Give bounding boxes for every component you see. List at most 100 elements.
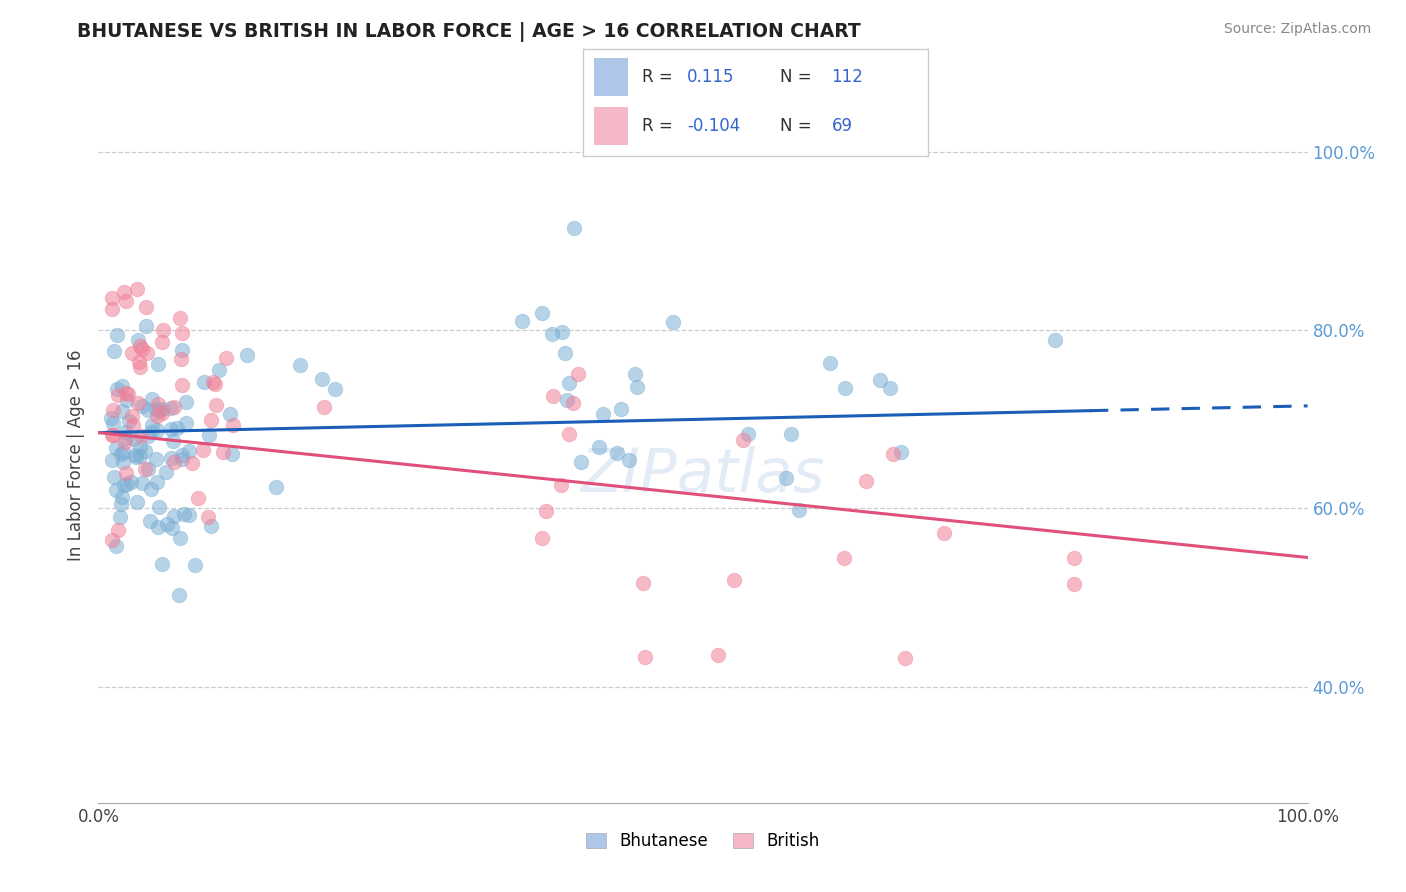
Point: [215, 351, 238, 366]
Point: [124, 432, 146, 446]
Point: [122, 418, 145, 433]
Point: [131, 476, 153, 491]
Y-axis label: In Labor Force | Age > 16: In Labor Force | Age > 16: [66, 349, 84, 561]
Point: [510, 314, 533, 328]
Point: [105, 327, 128, 342]
Text: 0.115: 0.115: [688, 68, 734, 86]
Point: [540, 326, 562, 341]
Point: [160, 451, 183, 466]
Point: [124, 448, 146, 462]
Point: [562, 396, 585, 410]
Point: [152, 334, 174, 349]
Point: [114, 425, 136, 439]
Point: [111, 379, 134, 393]
Point: [139, 483, 162, 497]
Point: [156, 517, 179, 532]
Point: [114, 386, 136, 401]
Text: Source: ZipAtlas.com: Source: ZipAtlas.com: [1223, 22, 1371, 37]
Point: [100, 533, 122, 547]
Point: [775, 471, 797, 485]
Point: [543, 389, 565, 403]
Point: [146, 423, 169, 437]
Point: [1043, 333, 1066, 347]
Point: [141, 425, 163, 439]
Point: [135, 345, 157, 359]
Point: [107, 524, 129, 538]
Point: [180, 457, 202, 471]
Point: [204, 376, 226, 391]
Point: [197, 510, 219, 524]
Point: [105, 540, 128, 554]
Point: [103, 343, 125, 358]
Point: [626, 380, 648, 394]
Point: [201, 375, 224, 389]
Text: N =: N =: [780, 117, 817, 135]
Point: [111, 455, 134, 469]
Point: [211, 444, 233, 458]
Point: [125, 282, 148, 296]
Point: [101, 416, 124, 430]
Point: [222, 418, 245, 433]
Point: [176, 395, 198, 409]
Point: [135, 300, 157, 314]
Point: [184, 558, 207, 572]
Point: [170, 352, 193, 367]
Point: [606, 446, 628, 460]
Point: [100, 427, 122, 442]
Point: [150, 401, 173, 416]
Point: [127, 333, 149, 347]
Point: [323, 383, 346, 397]
Text: 69: 69: [831, 117, 852, 135]
Point: [131, 399, 153, 413]
Point: [103, 470, 125, 484]
Point: [150, 406, 173, 420]
Point: [832, 550, 855, 565]
Point: [733, 434, 755, 448]
Point: [112, 285, 135, 299]
Point: [530, 306, 553, 320]
Point: [169, 531, 191, 545]
Point: [311, 372, 333, 386]
Point: [148, 500, 170, 515]
Point: [569, 455, 592, 469]
Point: [145, 402, 167, 417]
Point: [128, 338, 150, 352]
Point: [136, 462, 159, 476]
Text: R =: R =: [643, 117, 678, 135]
Point: [129, 449, 152, 463]
Point: [160, 401, 183, 415]
Point: [780, 427, 803, 442]
Point: [558, 427, 581, 442]
Point: [208, 362, 231, 376]
Text: -0.104: -0.104: [688, 117, 740, 135]
Point: [135, 318, 157, 333]
Point: [894, 651, 917, 665]
Point: [121, 346, 143, 360]
Point: [890, 444, 912, 458]
Point: [152, 323, 174, 337]
Bar: [593, 58, 628, 96]
Point: [172, 343, 194, 358]
Point: [198, 428, 221, 442]
Point: [193, 376, 215, 390]
Point: [146, 397, 169, 411]
Point: [120, 475, 142, 489]
Point: [834, 381, 856, 395]
Point: [218, 407, 240, 421]
Point: [555, 392, 578, 407]
Point: [112, 445, 135, 459]
Point: [550, 478, 572, 492]
Point: [114, 435, 136, 450]
Point: [820, 356, 842, 370]
Point: [934, 525, 956, 540]
Text: R =: R =: [643, 68, 678, 86]
Point: [134, 462, 156, 476]
Point: [104, 441, 127, 455]
Point: [101, 453, 124, 467]
Point: [138, 429, 160, 443]
Point: [128, 355, 150, 369]
Point: [107, 388, 129, 402]
Point: [1063, 577, 1085, 591]
Point: [312, 400, 335, 414]
Point: [221, 447, 243, 461]
